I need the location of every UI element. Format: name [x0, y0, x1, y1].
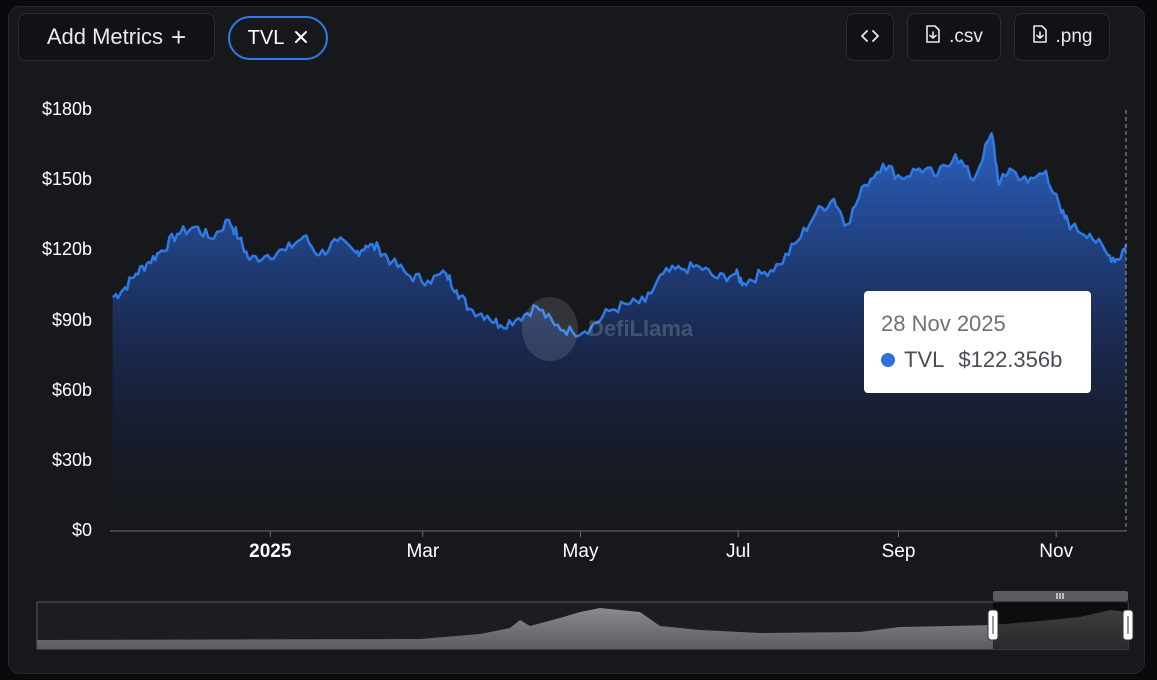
range-brush[interactable] [36, 591, 1134, 650]
download-png-button[interactable]: .png [1014, 13, 1110, 61]
y-tick-label: $90b [51, 309, 92, 330]
tooltip-date: 28 Nov 2025 [881, 311, 1006, 336]
y-tick-label: $0 [71, 520, 92, 540]
x-tick-label: Nov [1039, 541, 1074, 562]
watermark-text: DefiLlama [588, 316, 694, 341]
file-download-icon [925, 25, 941, 49]
download-csv-button[interactable]: .csv [907, 13, 1001, 61]
tooltip-value: $122.356b [958, 347, 1063, 372]
plus-icon: + [170, 22, 187, 52]
overview-area [37, 608, 1128, 649]
x-tick-label: Jul [726, 541, 751, 562]
y-tick-label: $180b [41, 99, 92, 119]
tvl-area-fill [112, 133, 1127, 531]
file-download-icon [1032, 25, 1048, 49]
png-label: .png [1055, 26, 1093, 47]
series-dot-icon [881, 353, 895, 367]
tooltip-series: TVL [904, 347, 945, 372]
defillama-logo [522, 297, 578, 361]
y-tick-label: $60b [51, 379, 92, 400]
tvl-line [111, 132, 1128, 338]
add-metrics-button[interactable]: Add Metrics + [18, 13, 215, 61]
axis-lines [110, 110, 1127, 537]
metric-pill-label: TVL [247, 26, 285, 49]
x-tick-label: Sep [881, 541, 916, 562]
add-metrics-label: Add Metrics [46, 24, 163, 49]
x-tick-label: Mar [406, 541, 440, 562]
brush-selection [993, 602, 1128, 649]
tvl-area [111, 132, 1128, 531]
x-tick-label: May [562, 541, 599, 562]
csv-label: .csv [949, 26, 983, 47]
metric-pill-tvl[interactable]: TVL [228, 16, 328, 60]
y-tick-label: $120b [41, 239, 92, 260]
defillama-watermark: DefiLlama [522, 297, 693, 361]
y-tick-label: $30b [51, 449, 92, 470]
close-icon[interactable] [294, 27, 308, 50]
embed-code-button[interactable] [846, 13, 894, 61]
chart-tooltip: 28 Nov 2025 TVL $122.356b [864, 291, 1091, 393]
y-tick-label: $150b [41, 169, 92, 190]
x-tick-label: 2025 [249, 541, 292, 562]
code-icon [861, 26, 879, 49]
